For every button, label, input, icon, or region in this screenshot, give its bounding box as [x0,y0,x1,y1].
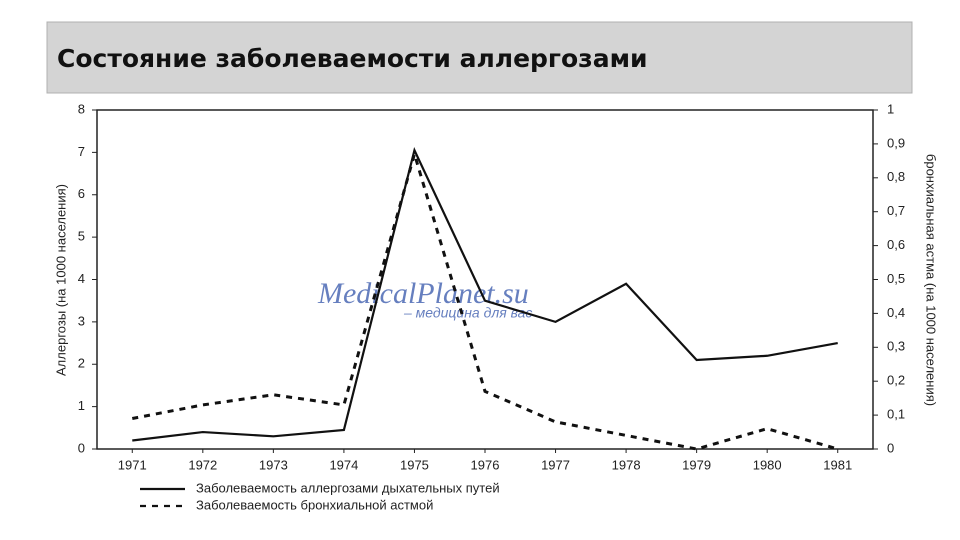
chart-title: Состояние заболеваемости аллергозами [57,44,648,73]
y-tick-label: 6 [78,186,85,201]
y-axis-label: Аллергозы (на 1000 населения) [53,184,68,376]
y2-tick-label: 0,4 [887,305,905,320]
y-tick-label: 3 [78,313,85,328]
x-tick-label: 1979 [682,457,711,472]
y2-tick-label: 0 [887,440,894,455]
y2-tick-label: 0,1 [887,407,905,422]
y-tick-label: 5 [78,229,85,244]
y-tick-label: 8 [78,101,85,116]
x-tick-label: 1971 [118,457,147,472]
x-tick-label: 1981 [823,457,852,472]
y2-tick-label: 0,3 [887,339,905,354]
legend-label: Заболеваемость аллергозами дыхательных п… [196,480,500,495]
x-tick-label: 1980 [753,457,782,472]
y2-tick-label: 0,7 [887,203,905,218]
y2-tick-label: 0,5 [887,271,905,286]
watermark: MedicalPlanet.su [317,277,529,310]
y-tick-label: 4 [78,271,85,286]
y-tick-label: 2 [78,356,85,371]
y2-tick-label: 0,9 [887,135,905,150]
y2-axis-label: бронхиальная астма (на 1000 населения) [924,154,939,406]
series-line [131,148,839,451]
x-tick-label: 1977 [541,457,570,472]
watermark-subtitle: – медицина для вас [403,305,532,321]
y-tick-label: 0 [78,440,85,455]
y2-tick-label: 1 [887,101,894,116]
y2-tick-label: 0,8 [887,169,905,184]
x-tick-label: 1975 [400,457,429,472]
x-tick-label: 1973 [259,457,288,472]
y2-tick-label: 0,2 [887,373,905,388]
x-tick-label: 1974 [329,457,358,472]
title-bar [46,21,913,94]
y-tick-label: 1 [78,398,85,413]
x-tick-label: 1978 [612,457,641,472]
legend-label: Заболеваемость бронхиальной астмой [196,497,433,512]
x-tick-label: 1972 [188,457,217,472]
x-tick-label: 1976 [471,457,500,472]
series-line [132,146,838,442]
y2-tick-label: 0,6 [887,237,905,252]
y-tick-label: 7 [78,144,85,159]
